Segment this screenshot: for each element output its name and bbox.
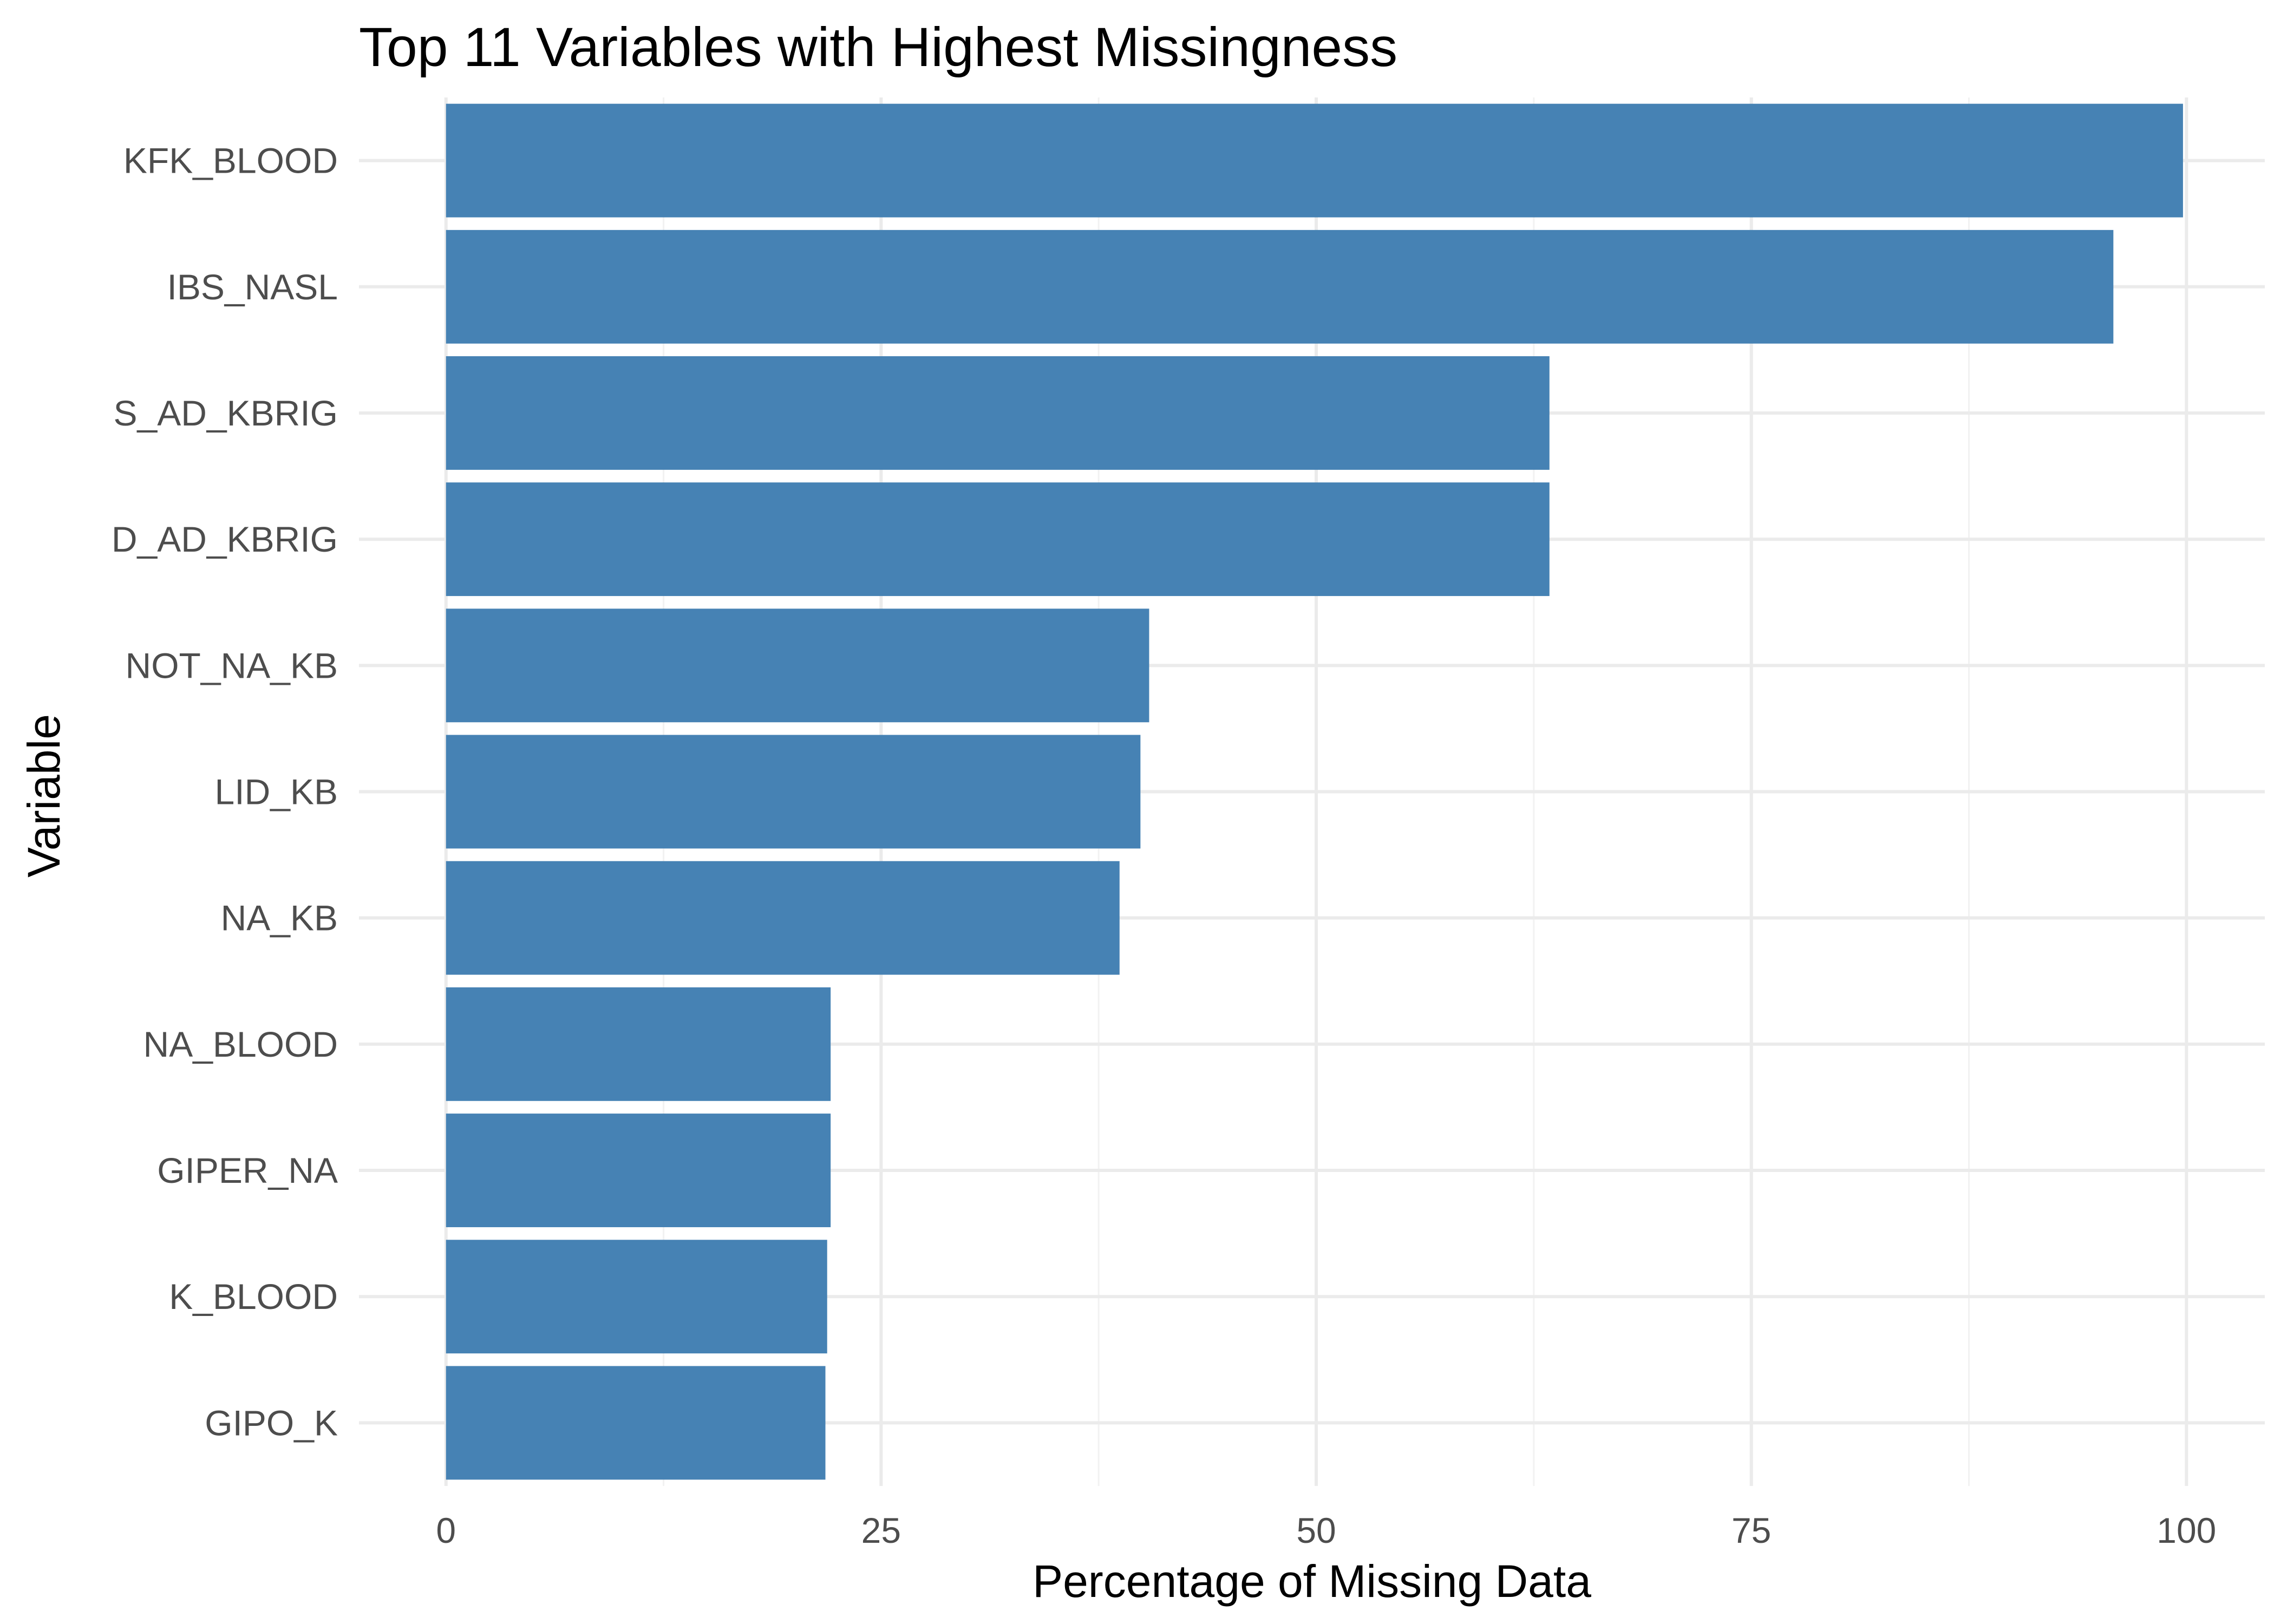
y-tick-label: GIPER_NA: [157, 1150, 338, 1190]
bar-d-ad-kbrig: [446, 482, 1550, 597]
y-tick-label: LID_KB: [215, 772, 338, 812]
y-axis-title: Variable: [18, 714, 69, 878]
bar-k-blood: [446, 1240, 827, 1354]
y-tick-labels: KFK_BLOOD IBS_NASL S_AD_KBRIG D_AD_KBRIG NOT…: [112, 141, 338, 1443]
bars-layer: [446, 103, 2183, 1480]
bar-gipo-k: [446, 1366, 826, 1480]
y-tick-label: D_AD_KBRIG: [112, 519, 338, 559]
y-tick-label: NA_KB: [221, 898, 338, 938]
bar-kfk-blood: [446, 103, 2183, 218]
y-tick-label: GIPO_K: [205, 1403, 338, 1443]
y-tick-label: IBS_NASL: [167, 267, 338, 307]
x-tick-label: 75: [1731, 1510, 1771, 1550]
y-tick-label: K_BLOOD: [169, 1276, 338, 1317]
chart-title: Top 11 Variables with Highest Missingnes…: [359, 16, 1397, 78]
y-tick-label: NA_BLOOD: [143, 1024, 338, 1064]
bar-na-blood: [446, 987, 831, 1101]
x-axis-title: Percentage of Missing Data: [1033, 1556, 1591, 1607]
bar-s-ad-kbrig: [446, 356, 1550, 470]
y-tick-label: KFK_BLOOD: [123, 141, 338, 181]
x-tick-label: 100: [2157, 1510, 2216, 1550]
x-tick-label: 25: [861, 1510, 901, 1550]
bar-na-kb: [446, 861, 1120, 975]
bar-not-na-kb: [446, 608, 1149, 723]
x-tick-label: 0: [436, 1510, 456, 1550]
y-tick-label: S_AD_KBRIG: [114, 393, 338, 433]
x-tick-label: 50: [1296, 1510, 1336, 1550]
bar-lid-kb: [446, 735, 1141, 849]
bar-ibs-nasl: [446, 230, 2114, 344]
bar-giper-na: [446, 1114, 831, 1227]
x-tick-labels: 0 25 50 75 100: [436, 1510, 2216, 1550]
y-tick-label: NOT_NA_KB: [126, 645, 338, 685]
